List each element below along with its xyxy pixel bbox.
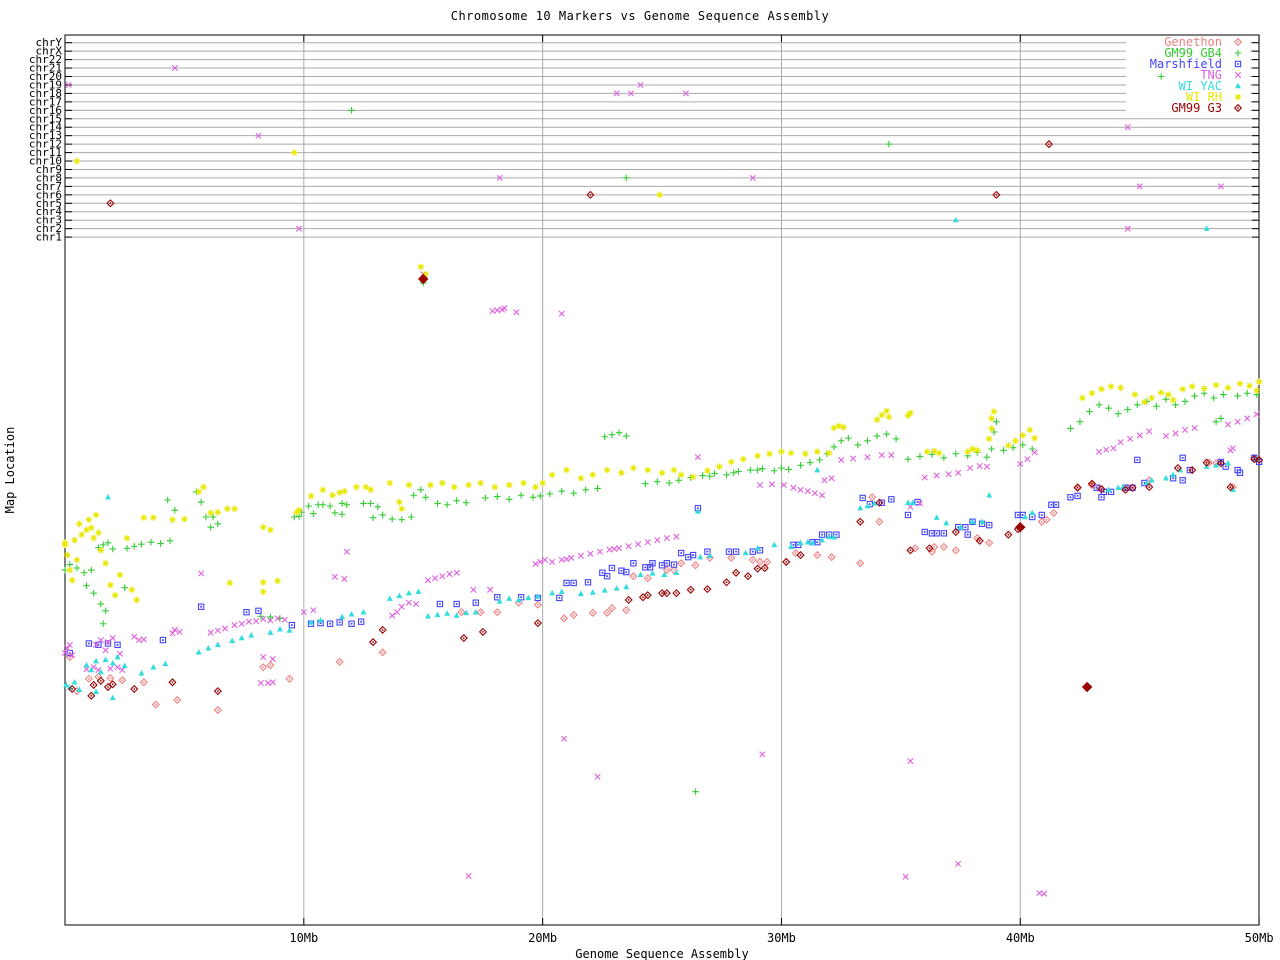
- chromosome-label-chrY: chrY: [36, 36, 63, 49]
- chromosome-label-chr5: chr5: [36, 197, 63, 210]
- chromosome-label-chrX: chrX: [36, 45, 63, 58]
- legend-label-gm99-g3: GM99 G3: [1171, 101, 1222, 115]
- legend-item-genethon: Genethon: [1164, 35, 1243, 49]
- legend-item-marshfield: Marshfield: [1150, 57, 1242, 71]
- legend-item-gm99-gb4: GM99 GB4: [1164, 46, 1242, 60]
- legend-marker-tng-icon: [1234, 71, 1242, 79]
- x-tick-10Mb: 10Mb: [289, 931, 318, 945]
- chromosome-label-chr16: chr16: [29, 104, 62, 117]
- x-tick-50Mb: 50Mb: [1245, 931, 1274, 945]
- chromosome-label-chr3: chr3: [36, 214, 63, 227]
- legend-item-gm99-g3: GM99 G3: [1171, 101, 1243, 115]
- chromosome-label-chr19: chr19: [29, 78, 62, 91]
- chromosome-label-chr18: chr18: [29, 87, 62, 100]
- chromosome-label-chr21: chr21: [29, 62, 62, 75]
- x-tick-20Mb: 20Mb: [528, 931, 557, 945]
- chart-title: Chromosome 10 Markers vs Genome Sequence…: [450, 9, 830, 23]
- chromosome-label-chr2: chr2: [36, 222, 63, 235]
- chromosome-label-chr12: chr12: [29, 138, 62, 151]
- chromosome-labels: chrYchrXchr22chr21chr20chr19chr18chr17ch…: [29, 36, 62, 243]
- legend-label-wi-rh: WI RH: [1186, 90, 1222, 104]
- legend-label-tng: TNG: [1200, 68, 1222, 82]
- chromosome-label-chr20: chr20: [29, 70, 62, 83]
- legend-marker-genethon-icon: [1233, 37, 1243, 47]
- series-gm99-g3-points: [68, 140, 1264, 700]
- legend-label-genethon: Genethon: [1164, 35, 1222, 49]
- legend-marker-marshfield-icon: [1234, 60, 1242, 68]
- chromosome-label-chr22: chr22: [29, 53, 62, 66]
- chromosome-label-chr13: chr13: [29, 129, 62, 142]
- series-gm99-gb4-points: [61, 73, 1261, 796]
- chromosome-label-chr14: chr14: [29, 121, 62, 134]
- legend-label-marshfield: Marshfield: [1150, 57, 1222, 71]
- chromosome-label-chr1: chr1: [36, 231, 63, 244]
- legend-item-tng: TNG: [1200, 68, 1242, 82]
- chromosome-label-chr11: chr11: [29, 146, 62, 159]
- y-axis-label: Map Location: [3, 426, 17, 514]
- legend-item-wi-rh: WI RH: [1186, 90, 1242, 104]
- x-tick-40Mb: 40Mb: [1006, 931, 1035, 945]
- axis-ticks: [65, 35, 1260, 925]
- legend-label-gm99-gb4: GM99 GB4: [1164, 46, 1222, 60]
- series-tng-points: [61, 64, 1260, 897]
- legend-marker-wi-yac-icon: [1235, 82, 1241, 89]
- legend-item-wi-yac: WI YAC: [1179, 79, 1241, 93]
- series-marshfield-points: [66, 454, 1263, 657]
- x-axis-label: Genome Sequence Assembly: [575, 947, 749, 960]
- x-tick-labels: 10Mb 20Mb 30Mb 40Mb 50Mb: [289, 931, 1273, 945]
- axis-box: [64, 34, 1260, 926]
- chromosome-label-chr10: chr10: [29, 155, 62, 168]
- gridlines: [65, 35, 1259, 925]
- chromosome-label-chr4: chr4: [36, 205, 63, 218]
- legend-marker-gm99-gb4-icon: [1234, 49, 1242, 57]
- chromosome-label-chr17: chr17: [29, 95, 62, 108]
- chromosome-label-chr15: chr15: [29, 112, 62, 125]
- series-wi-rh-points: [61, 149, 1263, 604]
- chromosome-label-chr8: chr8: [36, 171, 63, 184]
- legend-marker-gm99-g3-icon: [1233, 103, 1243, 113]
- x-tick-30Mb: 30Mb: [767, 931, 796, 945]
- chromosome-label-chr9: chr9: [36, 163, 63, 176]
- legend-background: [1126, 36, 1250, 114]
- legend-label-wi-yac: WI YAC: [1179, 79, 1222, 93]
- chromosome-label-chr6: chr6: [36, 188, 63, 201]
- chromosome-label-chr7: chr7: [36, 180, 63, 193]
- legend-marker-wi-rh-icon: [1234, 93, 1242, 101]
- series-wi-yac-points: [63, 216, 1260, 701]
